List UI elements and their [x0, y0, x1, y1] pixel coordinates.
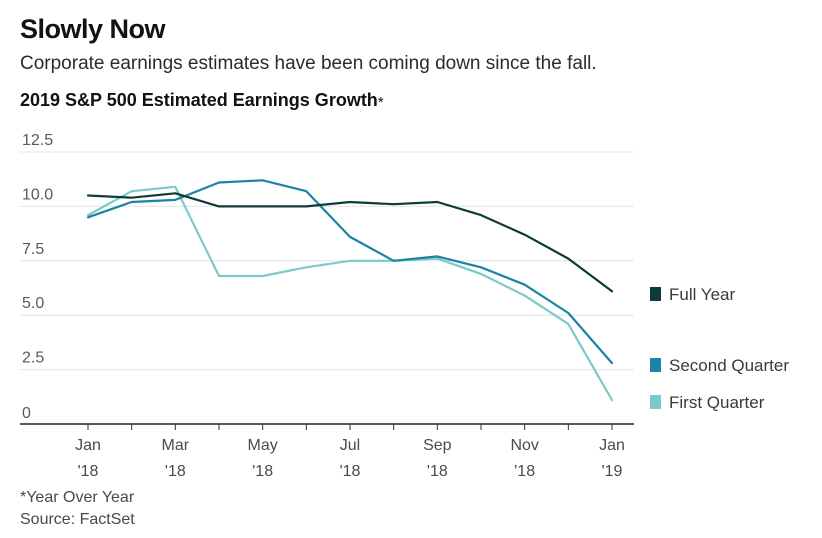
- footnote-source: Source: FactSet: [20, 511, 135, 528]
- legend-swatch-second-quarter: [650, 358, 661, 372]
- page-subtitle: Corporate earnings estimates have been c…: [20, 53, 597, 74]
- legend-swatch-full-year: [650, 287, 661, 301]
- legend-label-first-quarter: First Quarter: [669, 393, 765, 412]
- x-tick-label-month: May: [248, 437, 278, 454]
- x-tick-label-month: Jan: [75, 437, 101, 454]
- x-tick-label-year: '18: [78, 463, 99, 480]
- footnote-note: *Year Over Year: [20, 489, 135, 506]
- series-line-second-quarter: [86, 179, 614, 365]
- page-title: Slowly Now: [20, 14, 166, 44]
- legend-label-full-year: Full Year: [669, 285, 735, 304]
- x-tick-label-year: '18: [514, 463, 535, 480]
- x-tick-label-year: '18: [340, 463, 361, 480]
- x-tick-label-month: Jul: [340, 437, 360, 454]
- y-tick-label: 7.5: [22, 241, 44, 258]
- y-axis-ticks: 12.5 10.0 7.5 5.0 2.5 0: [22, 132, 53, 422]
- x-tick-label-year: '18: [252, 463, 273, 480]
- x-tick-label-month: Nov: [510, 437, 538, 454]
- series-line-full-year: [86, 192, 614, 293]
- series-line-first-quarter: [86, 185, 614, 402]
- x-tick-label-year: '18: [427, 463, 448, 480]
- legend-swatch-first-quarter: [650, 395, 661, 409]
- footnote: *Year Over Year Source: FactSet: [20, 487, 135, 531]
- x-tick-label-year: '18: [165, 463, 186, 480]
- legend: Full Year Second Quarter First Quarter: [650, 285, 789, 412]
- y-tick-label: 12.5: [22, 132, 53, 149]
- legend-label-second-quarter: Second Quarter: [669, 356, 789, 375]
- chart-title-marker: *: [377, 94, 384, 111]
- x-axis-ticks: Jan '18 Mar '18 May '18 Jul '18 Sep '18 Nov '18 Jan '…: [75, 424, 625, 480]
- y-tick-label: 0: [22, 405, 31, 422]
- series-lines: [86, 179, 614, 402]
- x-tick-label-month: Sep: [423, 437, 452, 454]
- x-tick-label-month: Mar: [162, 437, 190, 454]
- y-tick-label: 5.0: [22, 295, 44, 312]
- y-tick-label: 2.5: [22, 350, 44, 367]
- x-tick-label-month: Jan: [599, 437, 625, 454]
- grid-lines: [20, 151, 634, 425]
- chart-title-text: 2019 S&P 500 Estimated Earnings Growth: [20, 90, 378, 110]
- x-tick-label-year: '19: [602, 463, 623, 480]
- chart-title: 2019 S&P 500 Estimated Earnings Growth*: [20, 90, 384, 111]
- y-tick-label: 10.0: [22, 186, 53, 203]
